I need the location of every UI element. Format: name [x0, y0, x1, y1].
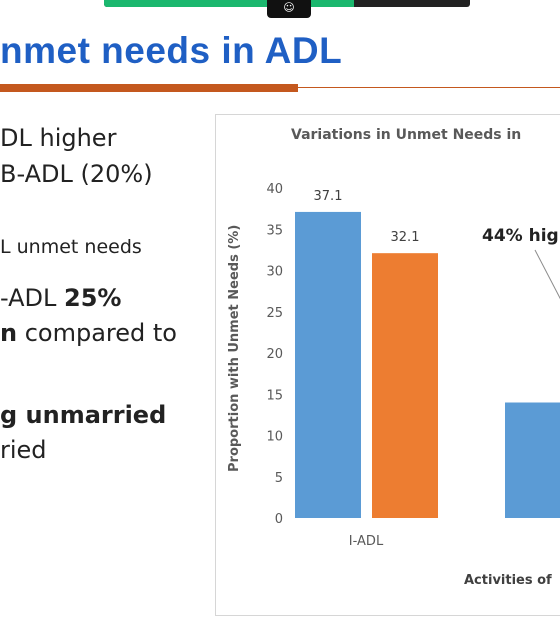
data-label: 32.1: [391, 230, 420, 245]
bullet-text-segment: B-ADL (20%): [0, 160, 153, 188]
screen-share-icon[interactable]: ☺: [267, 0, 311, 18]
annotation-leader-line: [534, 249, 560, 300]
y-axis-label: Proportion with Unmet Needs (%): [227, 225, 242, 472]
bullet-text-segment: L unmet needs: [0, 236, 142, 258]
bullet-line-1: DL higher: [0, 124, 116, 152]
bullet-text-segment: 25%: [64, 284, 122, 312]
y-tick-label: 30: [266, 265, 283, 280]
chart-container: Variations in Unmet Needs in Proportion …: [215, 114, 560, 616]
bullet-text-segment: DL higher: [0, 124, 117, 152]
bar-series1-0: [295, 211, 361, 519]
annotation-text: 44% hig: [482, 226, 559, 246]
bullet-text-segment: -ADL: [0, 284, 65, 312]
y-tick-label: 25: [266, 306, 283, 321]
bullet-line-6: g unmarried: [0, 401, 166, 429]
slide-title: nmet needs in ADL: [0, 30, 343, 71]
title-accent-bar: [0, 84, 298, 92]
bullet-line-3: L unmet needs: [0, 236, 142, 258]
bullet-text-segment: ried: [0, 436, 47, 464]
bullet-line-2: B-ADL (20%): [0, 160, 153, 188]
y-tick-label: 0: [275, 512, 283, 527]
data-label: 37.1: [314, 189, 343, 204]
presenter-toolbar-green-segment: [104, 0, 354, 7]
bar-chart: Variations in Unmet Needs in Proportion …: [227, 127, 560, 588]
x-axis-label: Activities of: [464, 573, 552, 588]
y-tick-label: 40: [266, 182, 283, 197]
y-tick-label: 15: [266, 388, 283, 403]
y-tick-label: 20: [266, 347, 283, 362]
bullet-text-segment: compared to: [17, 319, 177, 347]
x-tick-label: I-ADL: [349, 534, 384, 549]
y-tick-label: 10: [266, 430, 283, 445]
bar-series1-1: [505, 402, 560, 518]
chart-title: Variations in Unmet Needs in: [291, 127, 521, 143]
y-tick-label: 5: [275, 471, 283, 486]
bar-series2-0: [372, 253, 438, 519]
y-tick-label: 35: [266, 223, 283, 238]
bullet-line-7: ried: [0, 436, 47, 464]
bullet-text-segment: n: [0, 319, 18, 347]
bullet-line-5: n compared to: [0, 319, 177, 347]
title-divider-line: [298, 87, 560, 88]
bullet-text-segment: g unmarried: [0, 401, 167, 429]
bullet-line-4: -ADL 25%: [0, 284, 121, 312]
